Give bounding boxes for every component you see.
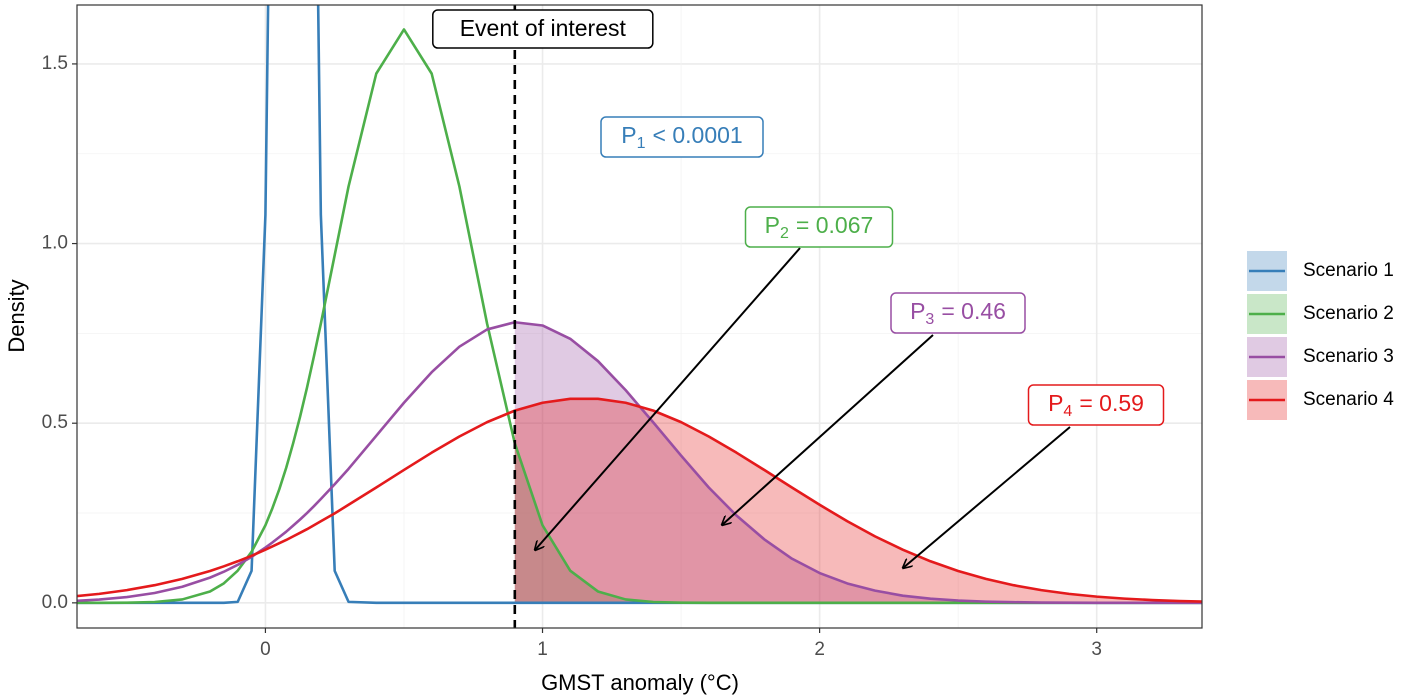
legend-label: Scenario 3 bbox=[1303, 346, 1394, 367]
event-label-box bbox=[432, 9, 654, 49]
annotation-box bbox=[1027, 384, 1165, 426]
legend-label: Scenario 2 bbox=[1303, 303, 1394, 324]
annotation: P2 = 0.067 bbox=[765, 212, 874, 242]
tail-area bbox=[514, 443, 1202, 603]
y-tick-label: 0.5 bbox=[42, 412, 68, 433]
tail-area bbox=[514, 398, 1202, 603]
legend-label: Scenario 1 bbox=[1303, 260, 1394, 281]
annotation: P1 < 0.0001 bbox=[621, 122, 742, 152]
panel-border bbox=[76, 4, 1203, 629]
x-tick-label: 2 bbox=[814, 639, 825, 660]
annotation-label: P bbox=[621, 122, 636, 148]
y-axis-label: Density bbox=[4, 279, 29, 352]
annotation-label: P bbox=[1048, 390, 1063, 416]
annotation-subscript: 2 bbox=[780, 225, 789, 242]
annotation-text: < 0.0001 bbox=[653, 122, 743, 148]
x-tick-label: 3 bbox=[1091, 639, 1102, 660]
annotation-text: = 0.59 bbox=[1079, 390, 1144, 416]
annotation-text: = 0.067 bbox=[796, 212, 873, 238]
annotation-box bbox=[600, 116, 764, 158]
y-tick-label: 0.0 bbox=[42, 592, 68, 613]
x-tick-label: 0 bbox=[260, 639, 271, 660]
annotation-text: = 0.46 bbox=[941, 298, 1006, 324]
annotation: P4 = 0.59 bbox=[1048, 390, 1144, 420]
annotation-arrow bbox=[722, 334, 934, 525]
annotation-box bbox=[744, 206, 894, 248]
annotation: P3 = 0.46 bbox=[910, 298, 1006, 328]
annotation-subscript: 3 bbox=[925, 311, 934, 328]
legend-label: Scenario 4 bbox=[1303, 389, 1394, 410]
annotation-arrow bbox=[535, 247, 801, 550]
tail-area bbox=[514, 322, 1202, 603]
annotation-subscript: 4 bbox=[1063, 403, 1072, 420]
annotation-arrow bbox=[903, 426, 1071, 568]
event-label: Event of interest bbox=[460, 15, 627, 41]
x-axis-label: GMST anomaly (°C) bbox=[541, 670, 739, 695]
annotation-subscript: 1 bbox=[637, 135, 646, 152]
annotation-box bbox=[890, 292, 1026, 334]
annotation-label: P bbox=[910, 298, 925, 324]
y-tick-label: 1.0 bbox=[42, 233, 68, 254]
x-tick-label: 1 bbox=[537, 639, 548, 660]
annotation-label: P bbox=[765, 212, 780, 238]
y-tick-label: 1.5 bbox=[42, 53, 68, 74]
